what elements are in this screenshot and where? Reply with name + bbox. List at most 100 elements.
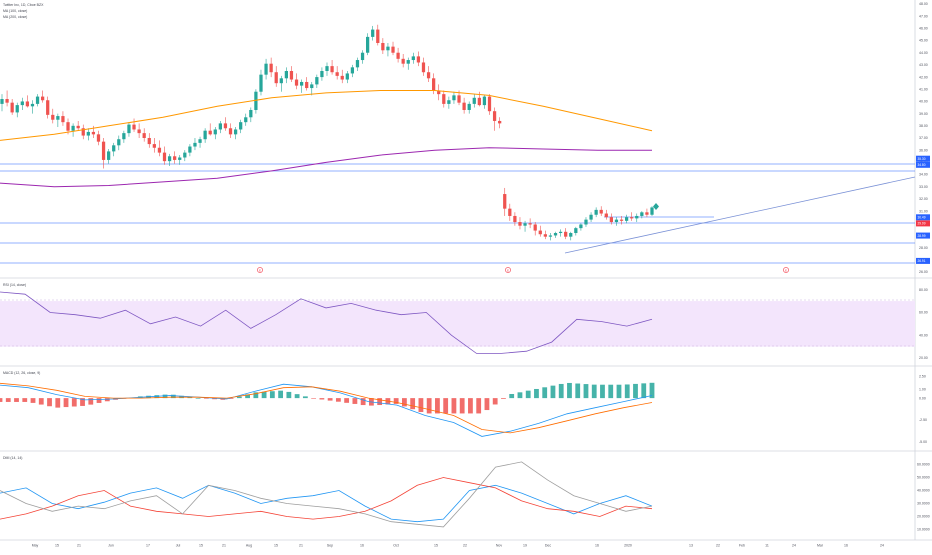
candle-body xyxy=(183,152,187,158)
candle-body xyxy=(609,217,613,223)
dmi-axis-label: 30.0000 xyxy=(917,502,930,506)
date-axis-label: 22 xyxy=(463,544,467,548)
candle-body xyxy=(61,116,65,123)
dmi-legend[interactable]: DMI (14, 14) xyxy=(3,456,22,460)
macd-histogram-bar xyxy=(63,398,69,408)
candle-body xyxy=(426,72,431,79)
candle-body xyxy=(305,81,309,89)
price-tag[interactable]: 29.99 xyxy=(916,220,930,227)
adx-line[interactable] xyxy=(0,461,653,528)
macd-legend[interactable]: MACD (12, 26, close, 9) xyxy=(3,371,40,375)
date-axis-label: Jun xyxy=(108,544,114,548)
diamond-marker[interactable] xyxy=(653,203,659,210)
macd-histogram-bar xyxy=(443,398,449,414)
price-tag[interactable]: 26.91 xyxy=(916,257,930,264)
candle-body xyxy=(442,94,446,104)
macd-histogram-bar xyxy=(377,398,383,406)
price-tag-label: 35.30 xyxy=(918,157,926,161)
candle-body xyxy=(619,219,624,221)
candle-body xyxy=(269,63,273,73)
macd-histogram-bar xyxy=(575,383,581,399)
price-tag[interactable]: 35.30 xyxy=(916,155,930,162)
candle-body xyxy=(228,128,233,135)
macd-histogram-bar xyxy=(38,398,44,405)
price-tag-bg xyxy=(916,257,930,264)
ma200-legend[interactable]: MA (200, close) xyxy=(3,15,27,19)
date-axis-label: Oct xyxy=(393,544,398,548)
candle-body xyxy=(10,102,14,113)
macd-histogram-bar xyxy=(608,384,614,399)
candle-body xyxy=(640,212,644,216)
candle-body xyxy=(157,147,162,153)
ma200-line[interactable] xyxy=(0,147,652,188)
macd-histogram-bar xyxy=(624,384,630,399)
candle-body xyxy=(508,208,512,216)
price-axis-label: 42.00 xyxy=(919,75,928,79)
rsi-legend[interactable]: RSI (14, close) xyxy=(3,283,26,287)
candle-body xyxy=(107,151,111,160)
candle-body xyxy=(624,217,629,221)
chart-background xyxy=(0,0,915,540)
ma100-line[interactable] xyxy=(0,90,653,141)
candle-body xyxy=(91,131,96,135)
macd-signal-line[interactable] xyxy=(0,382,653,434)
price-axis-label: 45.00 xyxy=(919,39,928,43)
rsi-axis-label: 40.00 xyxy=(919,333,928,337)
earnings-marker[interactable]: E xyxy=(783,267,789,273)
macd-histogram-bar xyxy=(468,398,473,414)
candle-body xyxy=(599,209,603,214)
dmi-plus-line[interactable] xyxy=(0,484,653,523)
macd-histogram-bar xyxy=(14,398,19,402)
date-axis-label: 19 xyxy=(523,544,527,548)
macd-histogram-bar xyxy=(80,398,85,406)
macd-histogram-bar xyxy=(47,398,52,407)
ma100-legend[interactable]: MA (100, close) xyxy=(3,9,27,13)
macd-histogram-bar xyxy=(633,383,638,399)
candle-body xyxy=(579,224,583,229)
candle-body xyxy=(584,219,588,225)
price-tag-bg xyxy=(916,155,930,162)
candle-body xyxy=(20,101,24,106)
dmi-minus-line[interactable] xyxy=(0,477,653,520)
price-tag[interactable]: 30.49 xyxy=(916,214,930,221)
price-tag-label: 30.49 xyxy=(918,216,926,220)
main-legend-title[interactable]: Twitter Inc, 1D, Cboe BZX xyxy=(3,3,44,7)
candle-body xyxy=(645,212,649,215)
rsi-line[interactable] xyxy=(0,291,653,354)
price-tag-bg xyxy=(916,161,930,168)
price-axis-label: 43.00 xyxy=(919,63,928,67)
candle-body xyxy=(604,213,608,218)
earnings-marker[interactable]: E xyxy=(505,267,511,273)
macd-histogram-bar xyxy=(236,396,242,399)
macd-histogram-bar xyxy=(311,398,317,399)
candle-body xyxy=(152,144,156,148)
price-tag[interactable]: 28.99 xyxy=(916,232,930,239)
macd-histogram-bar xyxy=(534,388,539,399)
trend-line[interactable] xyxy=(564,176,916,254)
macd-line[interactable] xyxy=(0,383,653,437)
macd-histogram-bar xyxy=(278,390,284,399)
rsi-axis-label: 80.00 xyxy=(919,288,928,292)
candle-body xyxy=(30,103,35,107)
date-axis-label: 16 xyxy=(595,544,599,548)
candle-body xyxy=(193,142,197,147)
date-axis-label: Mar xyxy=(817,544,824,548)
price-tag[interactable]: 34.80 xyxy=(916,161,930,168)
macd-histogram-bar xyxy=(525,390,531,399)
date-axis-label: Aug xyxy=(246,544,252,548)
candle-body xyxy=(147,138,151,145)
candle-body xyxy=(376,29,380,43)
candle-body xyxy=(294,79,299,86)
price-tag-label: 29.99 xyxy=(918,222,926,226)
macd-histogram-bar xyxy=(22,398,28,402)
macd-histogram-bar xyxy=(104,398,110,402)
candle-body xyxy=(386,46,390,51)
candle-body xyxy=(472,97,476,104)
candle-body xyxy=(432,78,436,91)
earnings-marker[interactable]: E xyxy=(257,267,263,273)
candle-body xyxy=(487,96,492,112)
date-axis-label: Nov xyxy=(496,544,502,548)
macd-histogram-bar xyxy=(402,398,407,407)
